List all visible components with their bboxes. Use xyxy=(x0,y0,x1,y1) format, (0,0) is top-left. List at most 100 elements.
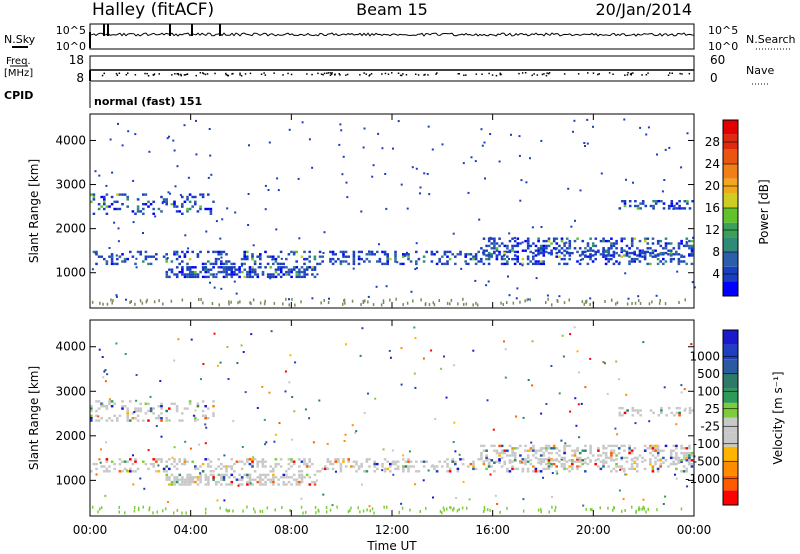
scatter-cell xyxy=(103,200,106,203)
scatter-cell xyxy=(526,257,530,261)
scatter-cell xyxy=(560,237,564,240)
scatter-cell xyxy=(571,465,574,468)
scatter-cell xyxy=(511,449,514,452)
scatter-cell xyxy=(649,251,652,255)
scatter-cell xyxy=(667,242,670,245)
scatter-dot xyxy=(326,442,329,445)
scatter-cell xyxy=(558,262,561,266)
scatter-cell xyxy=(539,244,543,248)
scatter-cell xyxy=(438,260,441,263)
scatter-ground xyxy=(314,506,317,509)
scatter-cell xyxy=(495,249,499,252)
scatter-cell xyxy=(630,449,634,452)
scatter-ground xyxy=(259,301,262,305)
scatter-cell xyxy=(139,253,142,256)
scatter-cell xyxy=(287,268,291,271)
colorbar-tick-label: 500 xyxy=(697,367,720,381)
scatter-cell xyxy=(646,250,649,254)
scatter-cell xyxy=(511,244,514,248)
scatter-dot xyxy=(622,498,625,501)
scatter-cell xyxy=(656,242,660,245)
scatter-cell xyxy=(568,254,572,257)
nave-dot xyxy=(202,72,205,75)
scatter-cell xyxy=(568,247,572,250)
scatter-cell xyxy=(662,207,666,210)
scatter-cell xyxy=(246,483,249,486)
scatter-cell xyxy=(290,275,293,279)
scatter-cell xyxy=(188,257,192,261)
scatter-cell xyxy=(526,467,530,471)
scatter-cell xyxy=(680,470,683,473)
scatter-ground xyxy=(320,301,322,305)
scatter-cell xyxy=(129,467,132,471)
scatter-cell xyxy=(214,467,218,471)
scatter-cell xyxy=(550,465,553,468)
scatter-cell xyxy=(597,449,600,452)
scatter-dot xyxy=(115,294,118,297)
scatter-cell xyxy=(409,260,413,263)
scatter-ground xyxy=(433,303,436,307)
scatter-ground xyxy=(134,302,136,306)
scatter-cell xyxy=(680,459,683,462)
scatter-cell xyxy=(555,242,559,245)
scatter-cell xyxy=(610,237,613,240)
scatter-cell xyxy=(441,262,444,266)
colorbar-tick-label: 25 xyxy=(705,402,720,416)
scatter-cell xyxy=(277,273,280,276)
scatter-cell xyxy=(560,456,564,460)
scatter-cell xyxy=(173,460,176,463)
scatter-cell xyxy=(318,470,322,473)
scatter-ground xyxy=(624,509,626,512)
scatter-cell xyxy=(118,470,122,473)
scatter-cell xyxy=(607,465,610,468)
scatter-cell xyxy=(591,244,595,248)
scatter-cell xyxy=(407,255,410,258)
colorbar-cell xyxy=(723,330,738,345)
scatter-ground xyxy=(419,510,421,513)
scatter-ground xyxy=(181,298,184,302)
scatter-cell xyxy=(222,478,226,481)
scatter-ground xyxy=(360,303,362,307)
scatter-dot xyxy=(187,176,190,179)
scatter-cell xyxy=(394,257,397,261)
scatter-dot xyxy=(423,172,426,175)
scatter-dot xyxy=(232,420,235,423)
scatter-cell xyxy=(641,460,644,463)
scatter-dot xyxy=(672,207,675,210)
scatter-cell xyxy=(526,244,530,248)
scatter-cell xyxy=(287,270,291,274)
scatter-cell xyxy=(155,253,158,256)
scatter-dot xyxy=(527,379,530,381)
scatter-cell xyxy=(407,470,410,473)
x-tick-label: 04:00 xyxy=(173,523,208,537)
scatter-cell xyxy=(168,476,171,479)
scatter-cell xyxy=(555,470,558,473)
scatter-dot xyxy=(291,396,294,398)
scatter-cell xyxy=(550,462,553,466)
scatter-cell xyxy=(168,458,171,461)
scatter-cell xyxy=(560,465,564,468)
scatter-cell xyxy=(207,478,210,481)
scatter-ground xyxy=(362,509,365,513)
scatter-cell xyxy=(152,255,155,258)
scatter-cell xyxy=(594,462,597,466)
scatter-cell xyxy=(508,444,512,448)
scatter-ground xyxy=(439,509,442,513)
scatter-dot xyxy=(551,472,554,474)
colorbar-tick-label: 28 xyxy=(705,135,720,149)
scatter-cell xyxy=(682,470,686,473)
scatter-cell xyxy=(651,470,655,473)
scatter-cell xyxy=(357,257,361,261)
scatter-cell xyxy=(690,465,694,468)
scatter-cell xyxy=(542,239,546,243)
scatter-cell xyxy=(292,268,296,271)
scatter-cell xyxy=(482,262,486,266)
scatter-cell xyxy=(618,406,622,410)
scatter-cell xyxy=(186,195,189,199)
scatter-cell xyxy=(386,255,389,258)
scatter-cell xyxy=(599,467,603,471)
scatter-ground xyxy=(591,508,593,512)
scatter-cell xyxy=(467,465,470,468)
scatter-cell xyxy=(360,465,363,468)
scatter-ground xyxy=(181,511,183,515)
